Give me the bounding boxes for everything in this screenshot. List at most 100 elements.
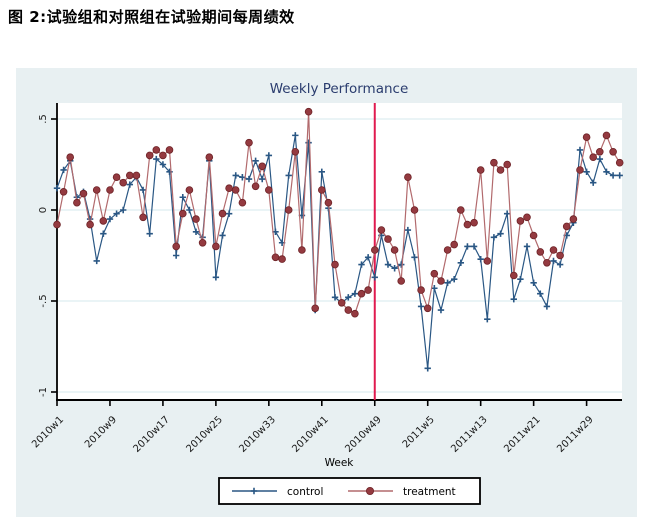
data-point (139, 213, 147, 222)
y-tick-label: 0 (38, 207, 49, 213)
data-point (159, 151, 167, 160)
data-point (549, 246, 558, 254)
data-point (99, 217, 108, 225)
legend-treatment-marker (365, 486, 374, 495)
data-point (370, 246, 379, 254)
series-control-markers (53, 132, 623, 372)
data-point (423, 304, 432, 313)
data-point (152, 146, 161, 154)
data-point (390, 246, 399, 254)
data-point (59, 188, 68, 196)
data-point (79, 189, 88, 198)
data-point (384, 235, 392, 243)
y-tick-label: .5 (38, 114, 49, 124)
data-point (337, 298, 346, 307)
data-point (556, 251, 564, 260)
data-point (476, 166, 485, 174)
data-point (238, 198, 247, 207)
data-point (589, 153, 597, 162)
data-point (165, 146, 174, 154)
y-tick-label: -.5 (38, 294, 49, 307)
data-point (569, 215, 578, 223)
data-point (430, 269, 439, 278)
data-point (298, 246, 306, 254)
data-point (212, 242, 220, 251)
data-point (205, 153, 214, 162)
data-point (523, 213, 531, 222)
data-point (112, 173, 121, 182)
data-point (490, 158, 498, 167)
data-point (185, 186, 194, 194)
data-point (509, 271, 518, 280)
data-point (264, 186, 273, 194)
data-point (231, 186, 240, 194)
data-point (271, 253, 280, 262)
data-point (304, 107, 313, 116)
data-point (536, 248, 545, 256)
data-point (397, 277, 406, 285)
series-control-line (56, 135, 620, 369)
data-point (529, 231, 538, 240)
data-point (437, 277, 445, 285)
data-point (126, 171, 134, 180)
data-point (225, 184, 233, 193)
x-axis-label: Week (325, 457, 355, 469)
chart-title: Weekly Performance (270, 81, 409, 97)
legend-control-marker (250, 487, 258, 495)
data-point (73, 198, 81, 207)
data-point (463, 220, 472, 229)
data-point (179, 209, 187, 218)
data-point (172, 242, 181, 251)
data-point (291, 148, 300, 156)
data-point (483, 257, 492, 265)
data-point (615, 158, 624, 167)
figure-title: 图 2:试验组和对照组在试验期间每周绩效 (8, 8, 295, 26)
data-point (602, 131, 611, 140)
data-point (86, 220, 94, 229)
data-point (582, 133, 591, 142)
data-point (503, 160, 512, 169)
data-point (543, 258, 551, 267)
data-point (145, 151, 154, 160)
data-point (324, 198, 333, 207)
data-point (331, 260, 339, 269)
data-point (53, 220, 61, 229)
data-point (198, 239, 207, 247)
data-point (218, 209, 227, 218)
data-point (317, 186, 326, 194)
legend-treatment-label: treatment (403, 486, 456, 498)
data-point (609, 148, 617, 156)
data-point (119, 178, 127, 187)
data-point (377, 226, 386, 234)
data-point (470, 218, 478, 227)
legend-control-label: control (287, 486, 323, 498)
data-point (456, 206, 465, 214)
data-point (496, 166, 505, 174)
data-point (417, 286, 425, 294)
data-point (311, 304, 320, 313)
data-point (245, 138, 253, 147)
data-point (92, 186, 101, 194)
data-point (351, 309, 359, 318)
data-point (450, 240, 459, 249)
data-point (278, 255, 286, 263)
y-tick-label: -1 (38, 387, 49, 397)
data-point (357, 289, 366, 298)
data-point (258, 162, 267, 171)
data-point (132, 171, 141, 180)
data-point (576, 166, 584, 174)
data-point (443, 246, 452, 254)
data-point (192, 215, 200, 223)
data-point (562, 222, 571, 231)
data-point (404, 173, 412, 182)
data-point (66, 153, 74, 162)
data-point (410, 206, 419, 214)
data-point (595, 148, 604, 156)
data-point (344, 306, 353, 314)
data-point (251, 182, 260, 191)
data-point (284, 206, 293, 214)
data-point (106, 186, 114, 194)
series-treatment-markers (53, 107, 624, 318)
